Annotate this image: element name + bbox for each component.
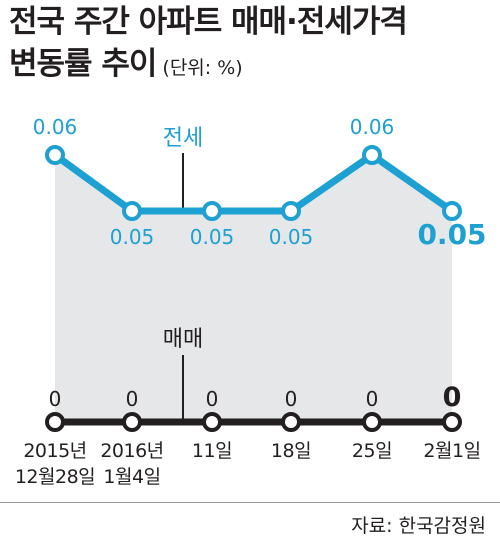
chart-title: 전국 주간 아파트 매매·전세가격 (9, 2, 408, 42)
jeonse-point (45, 145, 65, 165)
jeonse-value-label: 0.05 (190, 225, 235, 249)
title-line-2: 변동률 추이 (9, 46, 157, 82)
maemae-series-name: 매매 (163, 327, 203, 352)
x-tick-label: 11일 (192, 440, 232, 462)
maemae-value-label: 0 (126, 387, 139, 411)
jeonse-value-label: 0.06 (350, 115, 395, 139)
jeonse-point (122, 201, 142, 221)
maemae-point (362, 412, 382, 432)
chart-title-line-2: 변동률 추이 (단위: %) (9, 44, 243, 88)
footer-divider (0, 502, 500, 503)
title-line-1: 전국 주간 아파트 매매·전세가격 (9, 4, 408, 40)
jeonse-point (202, 201, 222, 221)
jeonse-area-fill (55, 155, 452, 422)
maemae-value-label: 0 (206, 387, 219, 411)
maemae-value-label: 0 (49, 387, 62, 411)
jeonse-point (362, 145, 382, 165)
jeonse-series-line (52, 151, 455, 215)
jeonse-series-name: 전세 (163, 126, 203, 151)
jeonse-point (442, 201, 462, 221)
x-tick-label: 1월4일 (103, 466, 160, 488)
maemae-point (202, 412, 222, 432)
maemae-point (281, 412, 301, 432)
maemae-point (122, 412, 142, 432)
maemae-point (442, 412, 462, 432)
unit-label: (단위: %) (162, 57, 243, 79)
x-tick-label: 2월1일 (423, 440, 480, 462)
x-tick-label: 2016년 (100, 440, 163, 462)
x-tick-label: 2015년 (23, 440, 86, 462)
x-tick-label: 12월28일 (15, 466, 95, 488)
source-note: 자료: 한국감정원 (351, 515, 486, 537)
x-tick-label: 25일 (352, 440, 392, 462)
jeonse-value-label: 0.05 (269, 225, 314, 249)
jeonse-value-label: 0.05 (110, 225, 155, 249)
jeonse-value-label: 0.05 (417, 218, 486, 251)
maemae-value-label: 0 (285, 387, 298, 411)
jeonse-point (281, 201, 301, 221)
maemae-value-label: 0 (443, 382, 462, 413)
jeonse-value-label: 0.06 (33, 115, 78, 139)
maemae-value-label: 0 (366, 387, 379, 411)
maemae-point (45, 412, 65, 432)
x-tick-label: 18일 (271, 440, 311, 462)
